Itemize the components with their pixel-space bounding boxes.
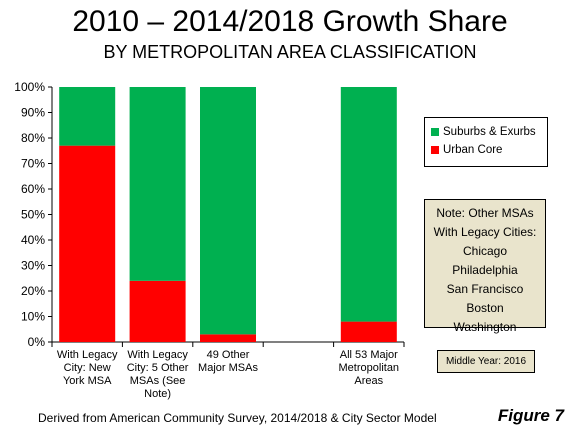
middle-year-box: Middle Year: 2016	[437, 350, 535, 373]
y-tick-label: 0%	[28, 335, 46, 349]
x-category-label: MSAs (See	[130, 375, 186, 387]
bar-urban-core	[200, 334, 256, 342]
x-category-label: City: New	[64, 362, 111, 374]
chart-subtitle: BY METROPOLITAN AREA CLASSIFICATION	[103, 42, 477, 62]
bar-urban-core	[59, 145, 116, 342]
x-category-label: Areas	[354, 375, 383, 387]
legend-label-urban: Urban Core	[443, 144, 503, 156]
y-tick-label: 90%	[21, 106, 45, 120]
figure-label: Figure 7	[497, 406, 564, 425]
legend-item-urban: Urban Core	[431, 144, 502, 156]
note-line: Note: Other MSAs	[436, 206, 534, 220]
legend-swatch-suburbs	[431, 128, 439, 136]
note-line: With Legacy Cities:	[433, 225, 537, 239]
y-tick-label: 70%	[21, 157, 45, 171]
legend: Suburbs & Exurbs Urban Core	[424, 117, 548, 167]
y-tick-label: 10%	[21, 310, 45, 324]
note-line: Chicago	[462, 244, 508, 258]
source-note: Derived from American Community Survey, …	[38, 411, 437, 425]
bar-urban-core	[340, 321, 397, 342]
x-category-label: Note)	[144, 388, 171, 400]
note-line: Boston	[466, 301, 504, 315]
legend-swatch-urban	[431, 146, 439, 154]
x-category-label: Metropolitan	[339, 362, 400, 374]
x-category-label: All 53 Major	[340, 349, 398, 361]
bar-urban-core	[129, 280, 186, 342]
legend-item-suburbs: Suburbs & Exurbs	[431, 126, 536, 138]
x-category-label: City: 5 Other	[127, 362, 189, 374]
y-tick-label: 30%	[21, 259, 45, 273]
legend-label-suburbs: Suburbs & Exurbs	[443, 126, 536, 138]
y-tick-label: 60%	[21, 182, 45, 196]
x-category-label: With Legacy	[127, 349, 188, 361]
y-tick-label: 40%	[21, 233, 45, 247]
y-tick-label: 20%	[21, 284, 45, 298]
bar-suburbs-exurbs	[129, 87, 186, 281]
bar-suburbs-exurbs	[200, 87, 256, 335]
bar-suburbs-exurbs	[59, 87, 116, 146]
note-line: San Francisco	[446, 282, 524, 296]
note-box: Note: Other MSAs With Legacy Cities: Chi…	[424, 199, 546, 334]
x-category-label: With Legacy	[57, 349, 118, 361]
bar-suburbs-exurbs	[340, 87, 397, 322]
x-category-label: Major MSAs	[198, 362, 258, 374]
y-tick-label: 80%	[21, 131, 45, 145]
y-tick-label: 50%	[21, 208, 45, 222]
y-tick-label: 100%	[14, 80, 45, 94]
note-line: Philadelphia	[452, 263, 518, 277]
x-category-label: York MSA	[63, 375, 112, 387]
x-category-label: 49 Other	[207, 349, 250, 361]
note-line: Washington	[453, 320, 517, 334]
chart-title: 2010 – 2014/2018 Growth Share	[72, 5, 508, 38]
